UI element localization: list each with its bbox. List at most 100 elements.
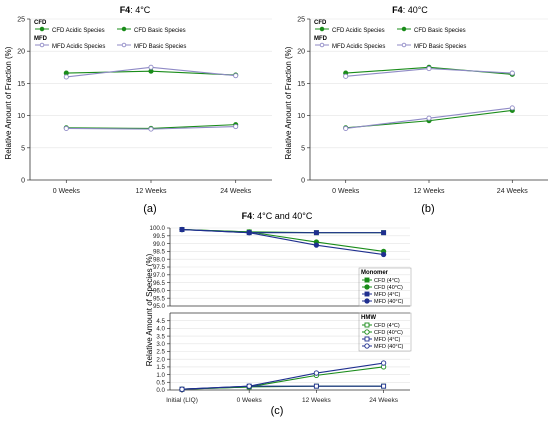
chart-c-upper-ytick-label: 95.5: [153, 295, 166, 302]
chart-c-lower-ytick-label: 0.5: [156, 380, 165, 387]
data-point-mfd-basic-species: [509, 70, 515, 76]
data-point-mfd-acidic-species: [509, 105, 515, 111]
data-point-mfd-acidic-species: [343, 125, 349, 132]
chart-c-legend-box-monomer: [358, 267, 412, 307]
chart-a-legend-label-cfd-acidic: CFD Acidic Species: [52, 28, 105, 34]
chart-c-lower-ytick-label: 4.5: [156, 318, 165, 325]
chart-b-legend-label-mfd-acidic: MFD Acidic Species: [332, 44, 385, 50]
chart-b-legend: CFD CFD Acidic Species CFD Basic Species…: [314, 20, 466, 50]
chart-b-ytick-label: 25: [297, 17, 305, 24]
chart-a-legend-label-mfd-basic: MFD Basic Species: [134, 44, 186, 50]
data-point-mfd-basic-species: [63, 74, 69, 80]
data-point-mfd-acidic-species: [148, 126, 154, 132]
data-point-monomer-mfd-40-c: [313, 242, 320, 248]
chart-c-upper-ytick-label: 99.5: [153, 233, 166, 240]
chart-b: F4: 40°C Relative Amount of Fraction (%)…: [284, 5, 466, 215]
chart-a: F4: 4°C Relative Amount of Fraction (%) …: [4, 5, 186, 215]
chart-c-upper-ytick-label: 99.0: [153, 241, 166, 248]
chart-a-legend-label-mfd-acidic: MFD Acidic Species: [52, 44, 105, 50]
legend-swatch-marker-hmw: [364, 343, 370, 349]
data-point-hmw-mfd-40-c: [380, 360, 387, 366]
chart-c-lower-ytick-label: 2.0: [156, 356, 165, 363]
chart-c-legend-header-hmw: HMW: [361, 315, 376, 321]
chart-b-legend-label-cfd-acidic: CFD Acidic Species: [332, 28, 385, 34]
chart-c-legend-hmw: HMW CFD (4°C) CFD (40°C) MFD (4°C) MFD (…: [361, 315, 404, 350]
chart-b-xtick-label: 24 Weeks: [497, 188, 528, 195]
legend-swatch-marker-monomer: [364, 291, 370, 297]
chart-a-legend-header-cfd: CFD: [34, 20, 47, 26]
data-point-monomer-mfd-40-c: [380, 251, 387, 258]
chart-c-legend-label-monomer-cfd-4c: CFD (4°C): [374, 278, 400, 284]
chart-b-xtick-label: 12 Weeks: [414, 188, 445, 195]
chart-c-legend-label-hmw-cfd-40c: CFD (40°C): [374, 330, 403, 336]
legend-swatch-marker-mfd-basic-species: [121, 42, 127, 48]
chart-c-legend-box-hmw: [358, 312, 412, 352]
chart-c-lower-ytick-label: 3.0: [156, 341, 165, 348]
chart-a-ytick-label: 0: [21, 178, 25, 185]
chart-c-xtick-label: 12 Weeks: [302, 397, 332, 404]
chart-c-xtick-label: 0 Weeks: [237, 397, 263, 404]
chart-b-legend-header-cfd: CFD: [314, 20, 327, 26]
chart-c-xtick-label: Initial (LIQ): [166, 397, 198, 404]
legend-swatch-marker-hmw: [364, 336, 370, 342]
data-point-monomer-mfd-4-c: [313, 230, 319, 236]
chart-c-upper-ytick-label: 97.5: [153, 264, 166, 271]
series-line-monomer-mfd-40-c: [181, 229, 384, 256]
chart-a-legend-header-mfd: MFD: [34, 36, 48, 42]
data-point-hmw-mfd-40-c: [179, 386, 185, 392]
data-point-hmw-mfd-4-c: [381, 383, 387, 389]
chart-c-legend-label-monomer-mfd-4c: MFD (4°C): [374, 292, 401, 298]
chart-c-upper-ytick-label: 96.5: [153, 280, 166, 287]
chart-c-lower-ytick-label: 3.5: [156, 333, 165, 340]
chart-a-ylabel: Relative Amount of Fraction (%): [4, 46, 13, 159]
chart-b-ytick-label: 15: [297, 81, 305, 88]
chart-c-upper-ytick-label: 98.0: [153, 256, 166, 263]
chart-c-legend-label-hmw-mfd-40c: MFD (40°C): [374, 344, 404, 350]
legend-swatch-marker-hmw: [364, 322, 370, 328]
chart-b-legend-label-cfd-basic: CFD Basic Species: [414, 28, 466, 34]
chart-c-upper-ytick-label: 95.0: [153, 303, 166, 310]
legend-swatch-marker-mfd-basic-species: [401, 42, 407, 48]
chart-c-legend-label-hmw-mfd-4c: MFD (4°C): [374, 337, 401, 343]
data-point-hmw-mfd-40-c: [246, 383, 252, 389]
chart-a-ytick-label: 15: [17, 81, 25, 88]
chart-c-upper-ytick-label: 96.0: [153, 288, 166, 295]
chart-c-lower-ytick-label: 1.5: [156, 364, 165, 371]
legend-swatch-marker-mfd-acidic-species: [319, 42, 325, 48]
chart-c-lower-ytick-label: 1.0: [156, 372, 165, 379]
chart-a-ytick-label: 25: [17, 17, 25, 24]
chart-b-title: F4: 40°C: [392, 5, 428, 15]
chart-a-xtick-label: 12 Weeks: [136, 188, 167, 195]
chart-c-title: F4: 4°C and 40°C: [242, 211, 313, 221]
chart-b-legend-label-mfd-basic: MFD Basic Species: [414, 44, 466, 50]
chart-a-ytick-label: 5: [21, 145, 25, 152]
chart-c-lower-ytick-label: 0.0: [156, 387, 165, 394]
chart-c-legend-label-monomer-cfd-40c: CFD (40°C): [374, 285, 403, 291]
chart-a-title: F4: 4°C: [120, 5, 151, 15]
data-point-mfd-basic-species: [148, 64, 154, 70]
legend-swatch-marker-hmw: [364, 329, 370, 335]
series-line-hmw-mfd-40-c: [181, 362, 384, 390]
chart-c-legend-monomer: Monomer CFD (4°C) CFD (40°C) MFD (4°C) M…: [361, 270, 404, 305]
chart-a-caption: (a): [143, 203, 156, 215]
chart-c-legend-label-hmw-cfd-4c: CFD (4°C): [374, 323, 400, 329]
legend-swatch-marker-cfd-acidic-species: [39, 26, 45, 32]
legend-swatch-marker-monomer: [364, 277, 370, 283]
legend-swatch-marker-monomer: [364, 298, 370, 304]
chart-b-ytick-label: 0: [301, 178, 305, 185]
data-point-mfd-acidic-species: [426, 115, 432, 121]
chart-c-upper-ytick-label: 100.0: [150, 225, 166, 232]
chart-c-ylabel: Relative Amount of Species (%): [145, 253, 154, 366]
data-point-monomer-mfd-40-c: [246, 230, 252, 236]
chart-b-ytick-label: 20: [297, 49, 305, 56]
chart-c-upper-ytick-label: 97.0: [153, 272, 166, 279]
chart-b-legend-header-mfd: MFD: [314, 36, 328, 42]
chart-c-lower-ytick-label: 4.0: [156, 326, 165, 333]
data-point-mfd-acidic-species: [233, 123, 239, 130]
chart-b-ylabel: Relative Amount of Fraction (%): [284, 46, 293, 159]
chart-c: F4: 4°C and 40°C Relative Amount of Spec…: [145, 211, 404, 417]
data-point-mfd-basic-species: [343, 73, 349, 79]
chart-b-xtick-label: 0 Weeks: [332, 188, 360, 195]
data-point-hmw-mfd-40-c: [313, 370, 320, 376]
